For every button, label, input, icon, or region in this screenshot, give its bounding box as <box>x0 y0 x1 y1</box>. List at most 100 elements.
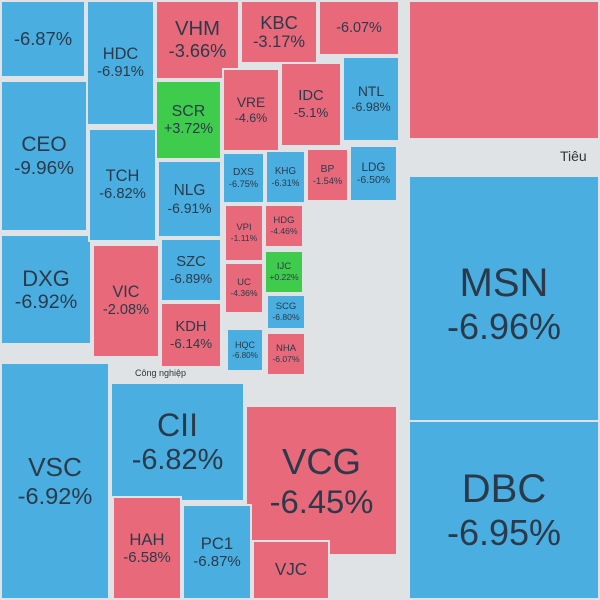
ticker: HDC <box>102 45 139 64</box>
change: -4.36% <box>230 287 258 298</box>
stock-tile[interactable]: VHM -3.66% <box>155 0 240 80</box>
section-label: Công nghiệp <box>135 368 187 378</box>
stock-tile[interactable]: SCG -6.80% <box>266 294 306 330</box>
change: -6.98% <box>351 99 391 114</box>
change: -1.54% <box>312 175 343 186</box>
section-label: Tiêu <box>560 148 587 164</box>
stock-tile[interactable]: DXG -6.92% <box>0 234 92 345</box>
stock-tile[interactable]: SCR +3.72% <box>155 80 222 160</box>
change: -5.1% <box>293 105 329 121</box>
change: -6.14% <box>169 335 213 351</box>
change: +0.22% <box>269 271 299 282</box>
ticker: VJC <box>274 559 308 580</box>
ticker: TCH <box>105 167 140 186</box>
ticker: DXG <box>22 265 70 291</box>
stock-tile[interactable]: KHG -6.31% <box>265 150 306 204</box>
change: -6.80% <box>272 311 300 322</box>
change: -6.92% <box>17 482 93 509</box>
stock-tile[interactable]: DXS -6.75% <box>222 152 265 204</box>
change: -6.50% <box>356 174 391 187</box>
ticker: KBC <box>260 12 298 34</box>
ticker: SCG <box>275 300 297 312</box>
ticker: LDG <box>361 160 386 174</box>
change: -6.58% <box>123 548 171 566</box>
change: -1.11% <box>230 232 258 243</box>
stock-tile[interactable]: NLG -6.91% <box>157 160 222 238</box>
ticker: HDG <box>273 214 295 226</box>
ticker: NTL <box>357 83 385 99</box>
ticker: VSC <box>28 452 82 483</box>
change: -2.08% <box>102 301 150 318</box>
stock-tile[interactable] <box>408 0 600 140</box>
change: -3.17% <box>252 33 306 52</box>
stock-tile[interactable]: VCG -6.45% <box>245 405 398 556</box>
stock-tile[interactable]: IJC +0.22% <box>264 250 304 294</box>
stock-tile[interactable]: DBC -6.95% <box>408 420 600 600</box>
change: -6.82% <box>131 443 224 476</box>
ticker: IJC <box>276 260 292 272</box>
change: -6.31% <box>271 177 300 188</box>
change: -4.6% <box>234 110 268 125</box>
stock-tile[interactable]: KBC -3.17% <box>240 0 318 64</box>
stock-tile[interactable]: CII -6.82% <box>110 382 245 502</box>
change: -9.96% <box>14 157 74 179</box>
stock-tile[interactable]: HDC -6.91% <box>86 0 155 126</box>
change: -6.92% <box>14 290 78 313</box>
stock-tile[interactable]: HQC -6.80% <box>226 328 264 372</box>
stock-tile[interactable]: CEO -9.96% <box>0 80 88 232</box>
ticker: KDH <box>175 318 207 335</box>
stock-tile[interactable]: VIC -2.08% <box>92 244 160 358</box>
ticker: DXS <box>232 166 254 178</box>
ticker: NHA <box>275 342 297 354</box>
stock-tile[interactable]: TCH -6.82% <box>88 128 157 242</box>
change: -6.80% <box>232 350 258 360</box>
ticker: BP <box>320 163 335 175</box>
stock-tile[interactable]: -6.07% <box>318 0 400 56</box>
stock-tile[interactable]: NTL -6.98% <box>342 56 400 142</box>
change: -6.75% <box>228 178 259 189</box>
ticker: PC1 <box>200 533 234 553</box>
change: -6.87% <box>13 28 73 50</box>
change: -6.89% <box>169 270 213 286</box>
change: -4.46% <box>270 225 298 236</box>
change: -6.07% <box>272 353 300 364</box>
change: -6.87% <box>193 552 241 570</box>
change: -6.82% <box>99 185 146 202</box>
ticker: VPI <box>236 221 252 233</box>
stock-tile[interactable]: IDC -5.1% <box>280 62 342 147</box>
change: -6.07% <box>336 19 382 36</box>
stock-tile[interactable]: VSC -6.92% <box>0 362 110 600</box>
stock-tile[interactable]: UC -4.36% <box>224 262 264 314</box>
change: -6.91% <box>97 63 144 80</box>
change: -6.95% <box>446 512 562 554</box>
stock-tile[interactable]: SZC -6.89% <box>160 238 222 302</box>
ticker: HQC <box>234 340 256 351</box>
ticker: HAH <box>129 529 165 549</box>
stock-tile[interactable]: HDG -4.46% <box>264 204 304 248</box>
stock-tile[interactable]: NHA -6.07% <box>266 332 306 376</box>
stock-tile[interactable]: VRE -4.6% <box>222 68 280 152</box>
stock-tile[interactable]: MSN -6.96% <box>408 175 600 432</box>
stock-tile[interactable]: PC1 -6.87% <box>182 504 252 600</box>
stock-tile[interactable]: VJC <box>252 540 330 600</box>
ticker: CEO <box>21 133 67 157</box>
ticker: VHM <box>175 17 220 40</box>
ticker: MSN <box>459 260 549 305</box>
change: -3.66% <box>168 41 227 62</box>
ticker: UC <box>237 276 251 288</box>
ticker: CII <box>156 406 199 443</box>
ticker: VIC <box>112 283 140 302</box>
stock-tile[interactable]: HAH -6.58% <box>112 496 182 600</box>
stock-tile[interactable]: KDH -6.14% <box>160 302 222 368</box>
ticker: SZC <box>176 253 206 270</box>
stock-tile[interactable]: LDG -6.50% <box>349 145 398 202</box>
change: -6.96% <box>446 305 562 347</box>
change: -6.91% <box>167 199 212 216</box>
ticker: NLG <box>173 182 206 200</box>
stock-tile[interactable]: VPI -1.11% <box>224 204 264 262</box>
ticker: KHG <box>274 166 297 178</box>
stock-tile[interactable]: BP -1.54% <box>306 148 349 202</box>
stock-tile[interactable]: -6.87% <box>0 0 86 78</box>
ticker: DBC <box>461 467 547 512</box>
